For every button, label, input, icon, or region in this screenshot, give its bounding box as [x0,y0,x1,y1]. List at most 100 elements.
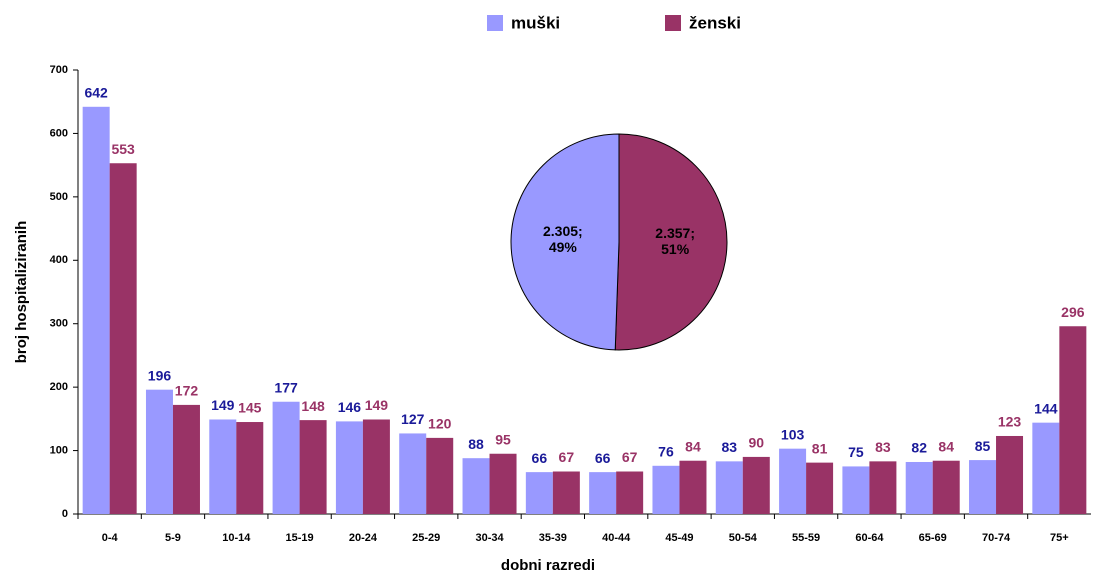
data-label: 177 [274,379,298,395]
data-label: 148 [301,398,325,414]
data-label: 83 [875,439,891,455]
data-label: 90 [748,435,764,451]
bar [616,471,644,514]
x-tick-label: 55-59 [792,532,820,544]
pie-label: 2.305; 49% [542,223,583,256]
data-label: 81 [812,440,828,456]
data-label: 172 [175,383,199,399]
data-label: 127 [401,411,425,427]
bar [869,461,897,514]
bar [589,472,617,514]
bar [236,422,264,514]
x-tick-label: 75+ [1050,532,1069,544]
data-label: 145 [238,400,262,416]
bar [299,420,327,514]
bar [932,460,960,514]
data-label: 67 [622,449,638,465]
bar [525,472,553,514]
data-label: 75 [848,444,864,460]
bar [109,163,137,515]
bar [742,456,770,514]
bar [145,389,173,514]
data-label: 76 [658,443,674,459]
x-axis-label: dobni razredi [501,557,595,574]
bar [1032,422,1060,514]
data-label: 149 [365,397,389,413]
x-tick-label: 65-69 [919,532,947,544]
data-label: 196 [148,367,172,383]
data-label: 123 [998,414,1022,430]
bar [1059,326,1087,514]
x-tick-label: 40-44 [602,532,631,544]
bar [679,460,707,514]
data-label: 88 [468,436,484,452]
x-tick-label: 70-74 [982,532,1011,544]
data-label: 642 [84,84,108,100]
data-label: 82 [911,440,927,456]
x-tick-label: 5-9 [165,532,181,544]
data-label: 66 [595,450,611,466]
bar [172,404,200,514]
data-label: 83 [721,439,737,455]
pie-slice [614,133,728,351]
data-label: 103 [781,426,805,442]
data-label: 67 [559,449,575,465]
data-label: 144 [1034,400,1058,416]
bar [552,471,580,514]
legend-label: muški [511,13,560,32]
y-tick-label: 300 [50,318,68,330]
bar [652,465,680,514]
x-tick-label: 20-24 [349,532,378,544]
y-tick-label: 200 [50,381,68,393]
x-tick-label: 35-39 [539,532,567,544]
bar [996,435,1024,514]
legend-label: ženski [689,13,741,32]
y-tick-label: 600 [50,127,68,139]
pie-label: 2.357; 51% [655,224,695,257]
legend-swatch [665,15,681,31]
bar [489,453,517,514]
bar [715,461,743,514]
bar [362,419,390,514]
data-label: 296 [1061,304,1085,320]
x-tick-label: 0-4 [102,532,119,544]
bar [842,466,870,514]
bar [806,462,834,514]
data-label: 84 [685,438,701,454]
y-tick-label: 700 [50,64,68,76]
y-axis-label: broj hospitaliziranih [13,221,30,364]
data-label: 85 [975,438,991,454]
data-label: 146 [338,399,362,415]
pie-slice [510,133,620,351]
data-label: 95 [495,431,511,447]
data-label: 84 [938,438,954,454]
bar [905,461,933,514]
x-tick-label: 30-34 [475,532,504,544]
x-tick-label: 45-49 [665,532,693,544]
bar [969,460,997,514]
y-tick-label: 500 [50,191,68,203]
x-tick-label: 60-64 [855,532,884,544]
y-tick-label: 100 [50,444,68,456]
y-tick-label: 400 [50,254,68,266]
bar [272,401,300,514]
x-tick-label: 50-54 [729,532,758,544]
data-label: 553 [111,141,135,157]
data-label: 66 [532,450,548,466]
legend-swatch [487,15,503,31]
bar [335,421,363,514]
x-tick-label: 25-29 [412,532,440,544]
data-label: 149 [211,397,235,413]
bar [462,458,490,514]
y-tick-label: 0 [62,508,68,520]
bar [82,106,110,514]
bar [779,448,807,514]
bar [209,419,237,514]
bar [399,433,427,514]
bar [426,437,454,514]
x-tick-label: 15-19 [286,532,314,544]
x-tick-label: 10-14 [222,532,251,544]
data-label: 120 [428,416,452,432]
